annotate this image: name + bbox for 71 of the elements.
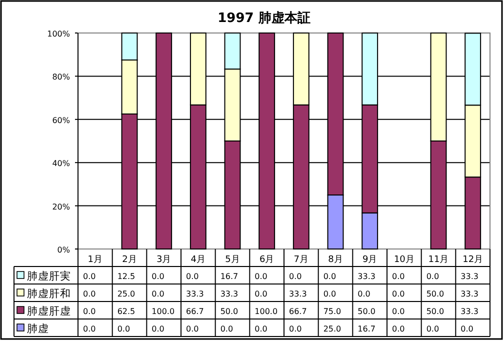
- x-tick-label: 12月: [462, 255, 484, 265]
- data-label: 0.0: [426, 272, 440, 281]
- data-label: 66.7: [186, 307, 204, 316]
- data-label: 0.0: [254, 290, 268, 298]
- data-label: 33.3: [460, 290, 478, 298]
- legend-label: 肺虚: [27, 322, 49, 335]
- data-label: 25.0: [117, 290, 136, 298]
- y-tick-label: 0%: [57, 246, 70, 254]
- data-label: 50.0: [220, 307, 238, 316]
- data-label: 0.0: [426, 324, 440, 334]
- data-label: 50.0: [358, 307, 376, 316]
- data-label: 0.0: [220, 324, 234, 334]
- data-label: 33.3: [460, 307, 478, 316]
- x-tick-label: 9月: [362, 255, 378, 265]
- data-label: 0.0: [152, 290, 164, 298]
- data-label: 62.5: [117, 307, 136, 316]
- x-tick-label: 10月: [394, 255, 414, 265]
- data-label: 0.0: [83, 307, 96, 316]
- data-label: 0.0: [186, 324, 199, 334]
- data-label: 0.0: [289, 272, 302, 281]
- data-label: 33.3: [220, 290, 238, 298]
- x-tick-label: 11月: [428, 255, 449, 265]
- data-label: 33.3: [186, 290, 204, 298]
- data-label: 16.7: [358, 324, 376, 334]
- data-label: 0.0: [460, 324, 474, 334]
- x-tick-label: 6月: [259, 255, 274, 265]
- y-tick-label: 100%: [47, 30, 70, 38]
- data-label: 0.0: [358, 290, 370, 298]
- legend-label: 肺虚肝和: [27, 287, 71, 300]
- data-label: 0.0: [83, 324, 96, 334]
- data-label: 16.7: [220, 272, 238, 281]
- data-label: 0.0: [392, 272, 405, 281]
- x-tick-label: 5月: [225, 255, 240, 265]
- data-label: 33.3: [289, 290, 307, 298]
- legend-label: 肺虚肝虚: [27, 304, 71, 318]
- data-label: 0.0: [289, 324, 302, 334]
- data-label: 0.0: [152, 272, 164, 281]
- data-label: 75.0: [323, 307, 342, 316]
- data-label: 66.7: [289, 307, 307, 316]
- data-label: 0.0: [186, 272, 199, 281]
- data-label: 0.0: [254, 324, 268, 334]
- x-tick-label: 3月: [156, 255, 172, 265]
- y-tick-label: 80%: [52, 72, 70, 82]
- data-label: 12.5: [117, 272, 136, 281]
- data-label: 0.0: [254, 272, 268, 281]
- x-tick-label: 8月: [328, 255, 343, 265]
- data-label: 33.3: [460, 272, 478, 281]
- data-label: 50.0: [426, 290, 444, 298]
- data-label: 0.0: [392, 324, 405, 334]
- y-tick-label: 40%: [52, 159, 70, 168]
- data-label: 25.0: [323, 324, 342, 334]
- x-tick-label: 7月: [294, 255, 309, 265]
- data-label: 33.3: [358, 272, 376, 281]
- x-tick-label: 2月: [122, 255, 137, 265]
- data-label: 0.0: [152, 324, 164, 334]
- x-tick-label: 4月: [190, 255, 206, 265]
- data-label: 0.0: [83, 290, 96, 298]
- y-tick-label: 20%: [52, 202, 70, 212]
- chart-title: 1997 肺虚本証: [218, 10, 310, 26]
- data-label: 0.0: [323, 290, 336, 298]
- data-label: 0.0: [83, 272, 96, 281]
- data-label: 0.0: [392, 307, 405, 316]
- data-label: 0.0: [117, 324, 130, 334]
- data-label: 100.0: [152, 307, 175, 316]
- data-label: 0.0: [392, 290, 405, 298]
- legend-label: 肺虚肝実: [27, 270, 71, 282]
- data-label: 0.0: [323, 272, 336, 281]
- x-tick-label: 1月: [88, 255, 103, 265]
- data-label: 100.0: [254, 307, 278, 316]
- y-tick-label: 60%: [52, 116, 70, 125]
- data-label: 50.0: [426, 307, 444, 316]
